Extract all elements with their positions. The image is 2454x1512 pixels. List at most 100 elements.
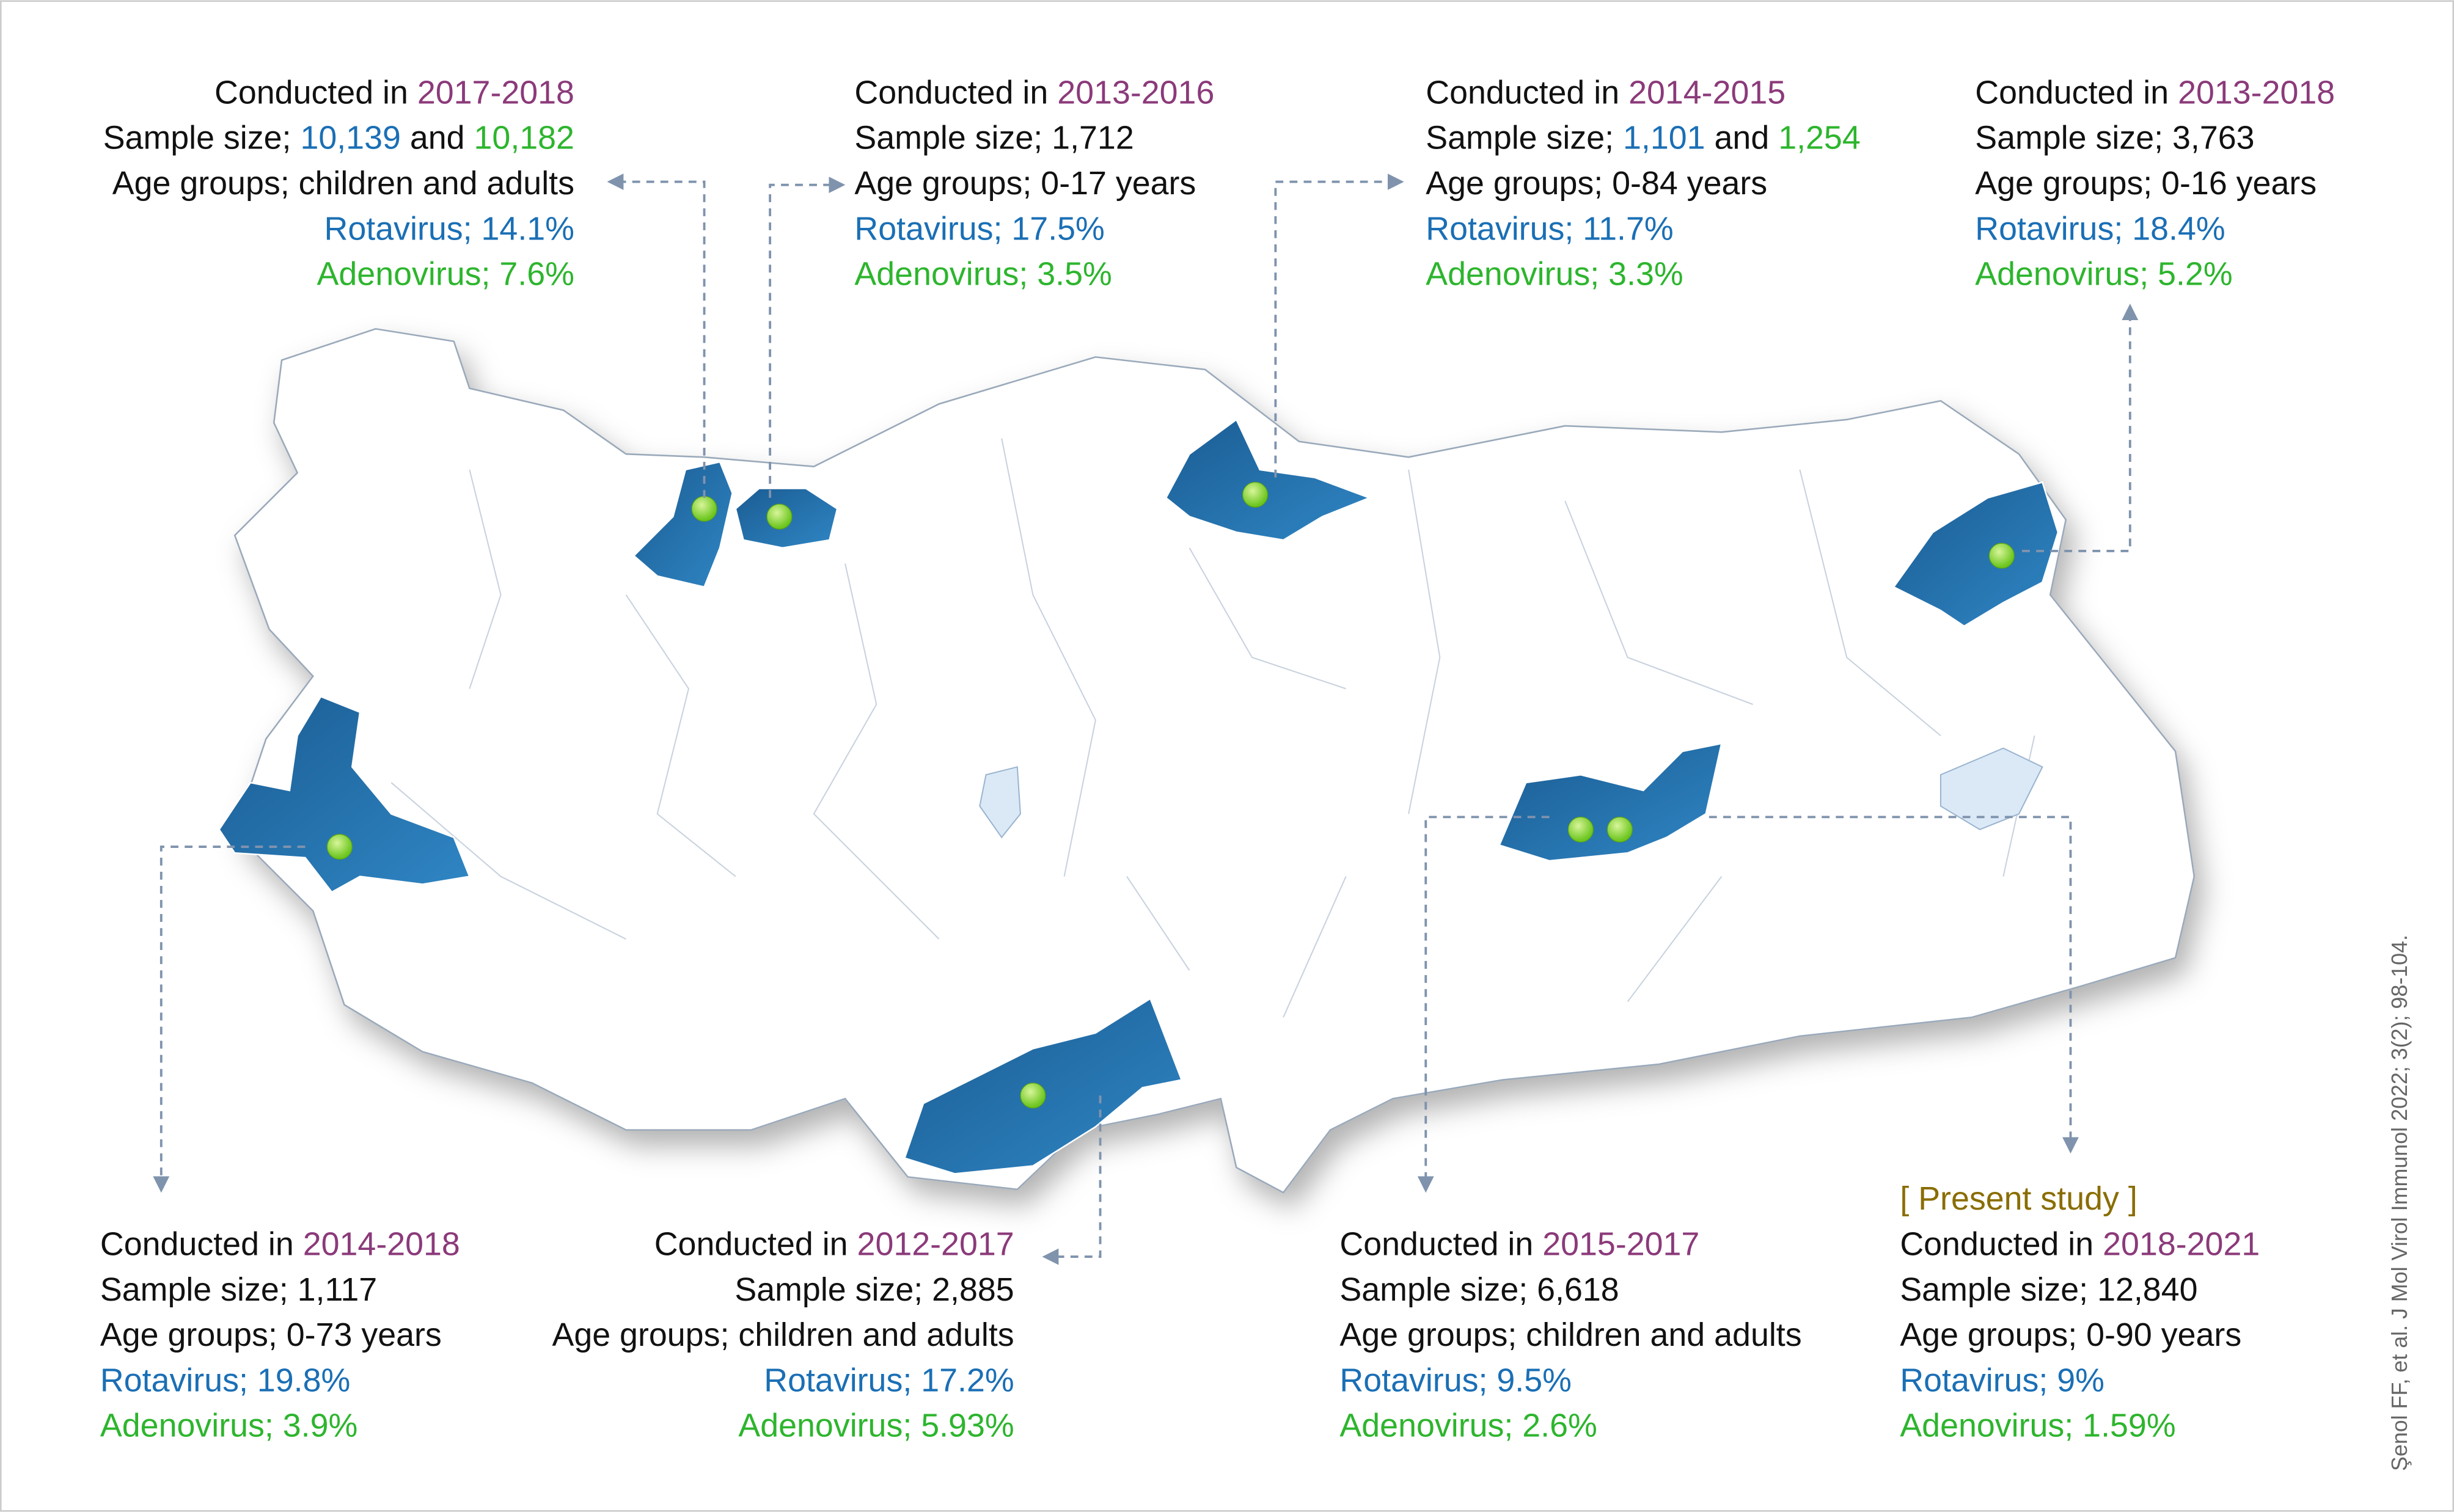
annotations: Conducted in 2017-2018 Sample size; 10,13… bbox=[100, 74, 2335, 1444]
age-groups: Age groups; 0-84 years bbox=[1426, 165, 1767, 202]
adenovirus-line: Adenovirus; 3.9% bbox=[100, 1408, 357, 1444]
sample-line: Sample size; 2,885 bbox=[734, 1271, 1014, 1308]
rotavirus-line: Rotavirus; 18.4% bbox=[1975, 210, 2225, 247]
age-line: Age groups; children and adults bbox=[552, 1317, 1014, 1353]
sample-label: Sample size; bbox=[1975, 120, 2163, 156]
age-groups: Age groups; children and adults bbox=[552, 1317, 1014, 1353]
adenovirus-line: Adenovirus; 5.93% bbox=[738, 1408, 1014, 1444]
age-groups: Age groups; 0-17 years bbox=[854, 165, 1196, 202]
conducted-label: Conducted in bbox=[1975, 74, 2169, 111]
sample-line: Sample size; 1,712 bbox=[854, 120, 1134, 156]
conducted-line: Conducted in 2012-2017 bbox=[654, 1226, 1014, 1263]
adenovirus-line: Adenovirus; 7.6% bbox=[317, 256, 574, 293]
conducted-label: Conducted in bbox=[100, 1226, 294, 1263]
adenovirus-line: Adenovirus; 2.6% bbox=[1339, 1408, 1597, 1444]
sample-line: Sample size; 3,763 bbox=[1975, 120, 2254, 156]
rotavirus: Rotavirus; 19.8% bbox=[100, 1362, 350, 1398]
age-groups: Age groups; 0-16 years bbox=[1975, 165, 2317, 202]
rotavirus-line: Rotavirus; 17.5% bbox=[854, 210, 1104, 247]
conducted-label: Conducted in bbox=[214, 74, 408, 111]
age-groups: Age groups; children and adults bbox=[1339, 1317, 1801, 1353]
sample-size: 10,182 bbox=[474, 120, 574, 156]
conducted-label: Conducted in bbox=[1426, 74, 1619, 111]
rotavirus-line: Rotavirus; 9% bbox=[1900, 1362, 2104, 1398]
age-groups: Age groups; children and adults bbox=[112, 165, 574, 202]
conducted-label: Conducted in bbox=[854, 74, 1048, 111]
rotavirus-line: Rotavirus; 9.5% bbox=[1339, 1362, 1572, 1398]
adenovirus: Adenovirus; 3.5% bbox=[854, 256, 1112, 293]
period: 2014-2015 bbox=[1628, 74, 1786, 111]
sample-size: 12,840 bbox=[2097, 1271, 2197, 1308]
period: 2013-2016 bbox=[1057, 74, 1214, 111]
period: 2015-2017 bbox=[1542, 1226, 1699, 1263]
rotavirus: Rotavirus; 14.1% bbox=[324, 210, 574, 247]
sample-size: 3,763 bbox=[2172, 120, 2255, 156]
age-line: Age groups; 0-84 years bbox=[1426, 165, 1767, 202]
rotavirus: Rotavirus; 11.7% bbox=[1426, 210, 1673, 247]
sample-size: 10,139 bbox=[300, 120, 400, 156]
sample-line: Sample size; 1,117 bbox=[100, 1271, 377, 1308]
rotavirus-line: Rotavirus; 19.8% bbox=[100, 1362, 350, 1398]
study-note: [ Present study ] bbox=[1900, 1180, 2137, 1217]
period: 2018-2021 bbox=[2103, 1226, 2260, 1263]
age-groups: Age groups; 0-90 years bbox=[1900, 1317, 2241, 1353]
sample-label: Sample size; bbox=[854, 120, 1042, 156]
note-text: [ Present study ] bbox=[1900, 1180, 2137, 1217]
sample-line: Sample size; 12,840 bbox=[1900, 1271, 2197, 1308]
rotavirus-line: Rotavirus; 11.7% bbox=[1426, 210, 1673, 247]
sample-size: 1,712 bbox=[1052, 120, 1134, 156]
conducted-line: Conducted in 2018-2021 bbox=[1900, 1226, 2260, 1263]
adenovirus-line: Adenovirus; 3.3% bbox=[1426, 256, 1683, 293]
rotavirus: Rotavirus; 9.5% bbox=[1339, 1362, 1572, 1398]
sample-label: Sample size; bbox=[103, 120, 291, 156]
age-line: Age groups; children and adults bbox=[112, 165, 574, 202]
age-line: Age groups; 0-17 years bbox=[854, 165, 1196, 202]
period: 2012-2017 bbox=[857, 1226, 1014, 1263]
rotavirus: Rotavirus; 9% bbox=[1900, 1362, 2104, 1398]
age-groups: Age groups; 0-73 years bbox=[100, 1317, 442, 1353]
sample-size: 6,618 bbox=[1537, 1271, 1619, 1308]
rotavirus: Rotavirus; 17.5% bbox=[854, 210, 1104, 247]
sample-line: Sample size; 1,101 and 1,254 bbox=[1426, 120, 1860, 156]
adenovirus: Adenovirus; 1.59% bbox=[1900, 1408, 2175, 1444]
conducted-line: Conducted in 2013-2018 bbox=[1975, 74, 2335, 111]
rotavirus: Rotavirus; 18.4% bbox=[1975, 210, 2225, 247]
sample-joiner: and bbox=[1715, 120, 1770, 156]
adenovirus-line: Adenovirus; 1.59% bbox=[1900, 1408, 2175, 1444]
adenovirus-line: Adenovirus; 3.5% bbox=[854, 256, 1112, 293]
adenovirus: Adenovirus; 7.6% bbox=[317, 256, 574, 293]
conducted-label: Conducted in bbox=[1339, 1226, 1533, 1263]
conducted-line: Conducted in 2015-2017 bbox=[1339, 1226, 1699, 1263]
rotavirus-line: Rotavirus; 17.2% bbox=[764, 1362, 1014, 1398]
sample-line: Sample size; 6,618 bbox=[1339, 1271, 1619, 1308]
age-line: Age groups; children and adults bbox=[1339, 1317, 1801, 1353]
conducted-label: Conducted in bbox=[654, 1226, 848, 1263]
conducted-line: Conducted in 2014-2015 bbox=[1426, 74, 1786, 111]
conducted-line: Conducted in 2013-2016 bbox=[854, 74, 1214, 111]
sample-label: Sample size; bbox=[100, 1271, 288, 1308]
period: 2017-2018 bbox=[417, 74, 574, 111]
age-line: Age groups; 0-90 years bbox=[1900, 1317, 2241, 1353]
sample-joiner: and bbox=[410, 120, 465, 156]
rotavirus: Rotavirus; 17.2% bbox=[764, 1362, 1014, 1398]
sample-size: 1,117 bbox=[298, 1271, 378, 1308]
sample-size: 1,254 bbox=[1778, 120, 1861, 156]
sample-label: Sample size; bbox=[1426, 120, 1614, 156]
period: 2014-2018 bbox=[303, 1226, 460, 1263]
sample-label: Sample size; bbox=[1339, 1271, 1528, 1308]
conducted-line: Conducted in 2017-2018 bbox=[214, 74, 574, 111]
credit: Şenol FF, et al. J Mol Virol Immunol 202… bbox=[2387, 935, 2412, 1471]
period: 2013-2018 bbox=[2178, 74, 2335, 111]
sample-size: 1,101 bbox=[1623, 120, 1705, 156]
rotavirus-line: Rotavirus; 14.1% bbox=[324, 210, 574, 247]
sample-line: Sample size; 10,139 and 10,182 bbox=[103, 120, 574, 156]
sample-label: Sample size; bbox=[734, 1271, 923, 1308]
adenovirus: Adenovirus; 5.2% bbox=[1975, 256, 2232, 293]
conducted-line: Conducted in 2014-2018 bbox=[100, 1226, 460, 1263]
adenovirus: Adenovirus; 5.93% bbox=[738, 1408, 1014, 1444]
adenovirus-line: Adenovirus; 5.2% bbox=[1975, 256, 2232, 293]
age-line: Age groups; 0-16 years bbox=[1975, 165, 2317, 202]
map bbox=[153, 173, 2196, 1265]
